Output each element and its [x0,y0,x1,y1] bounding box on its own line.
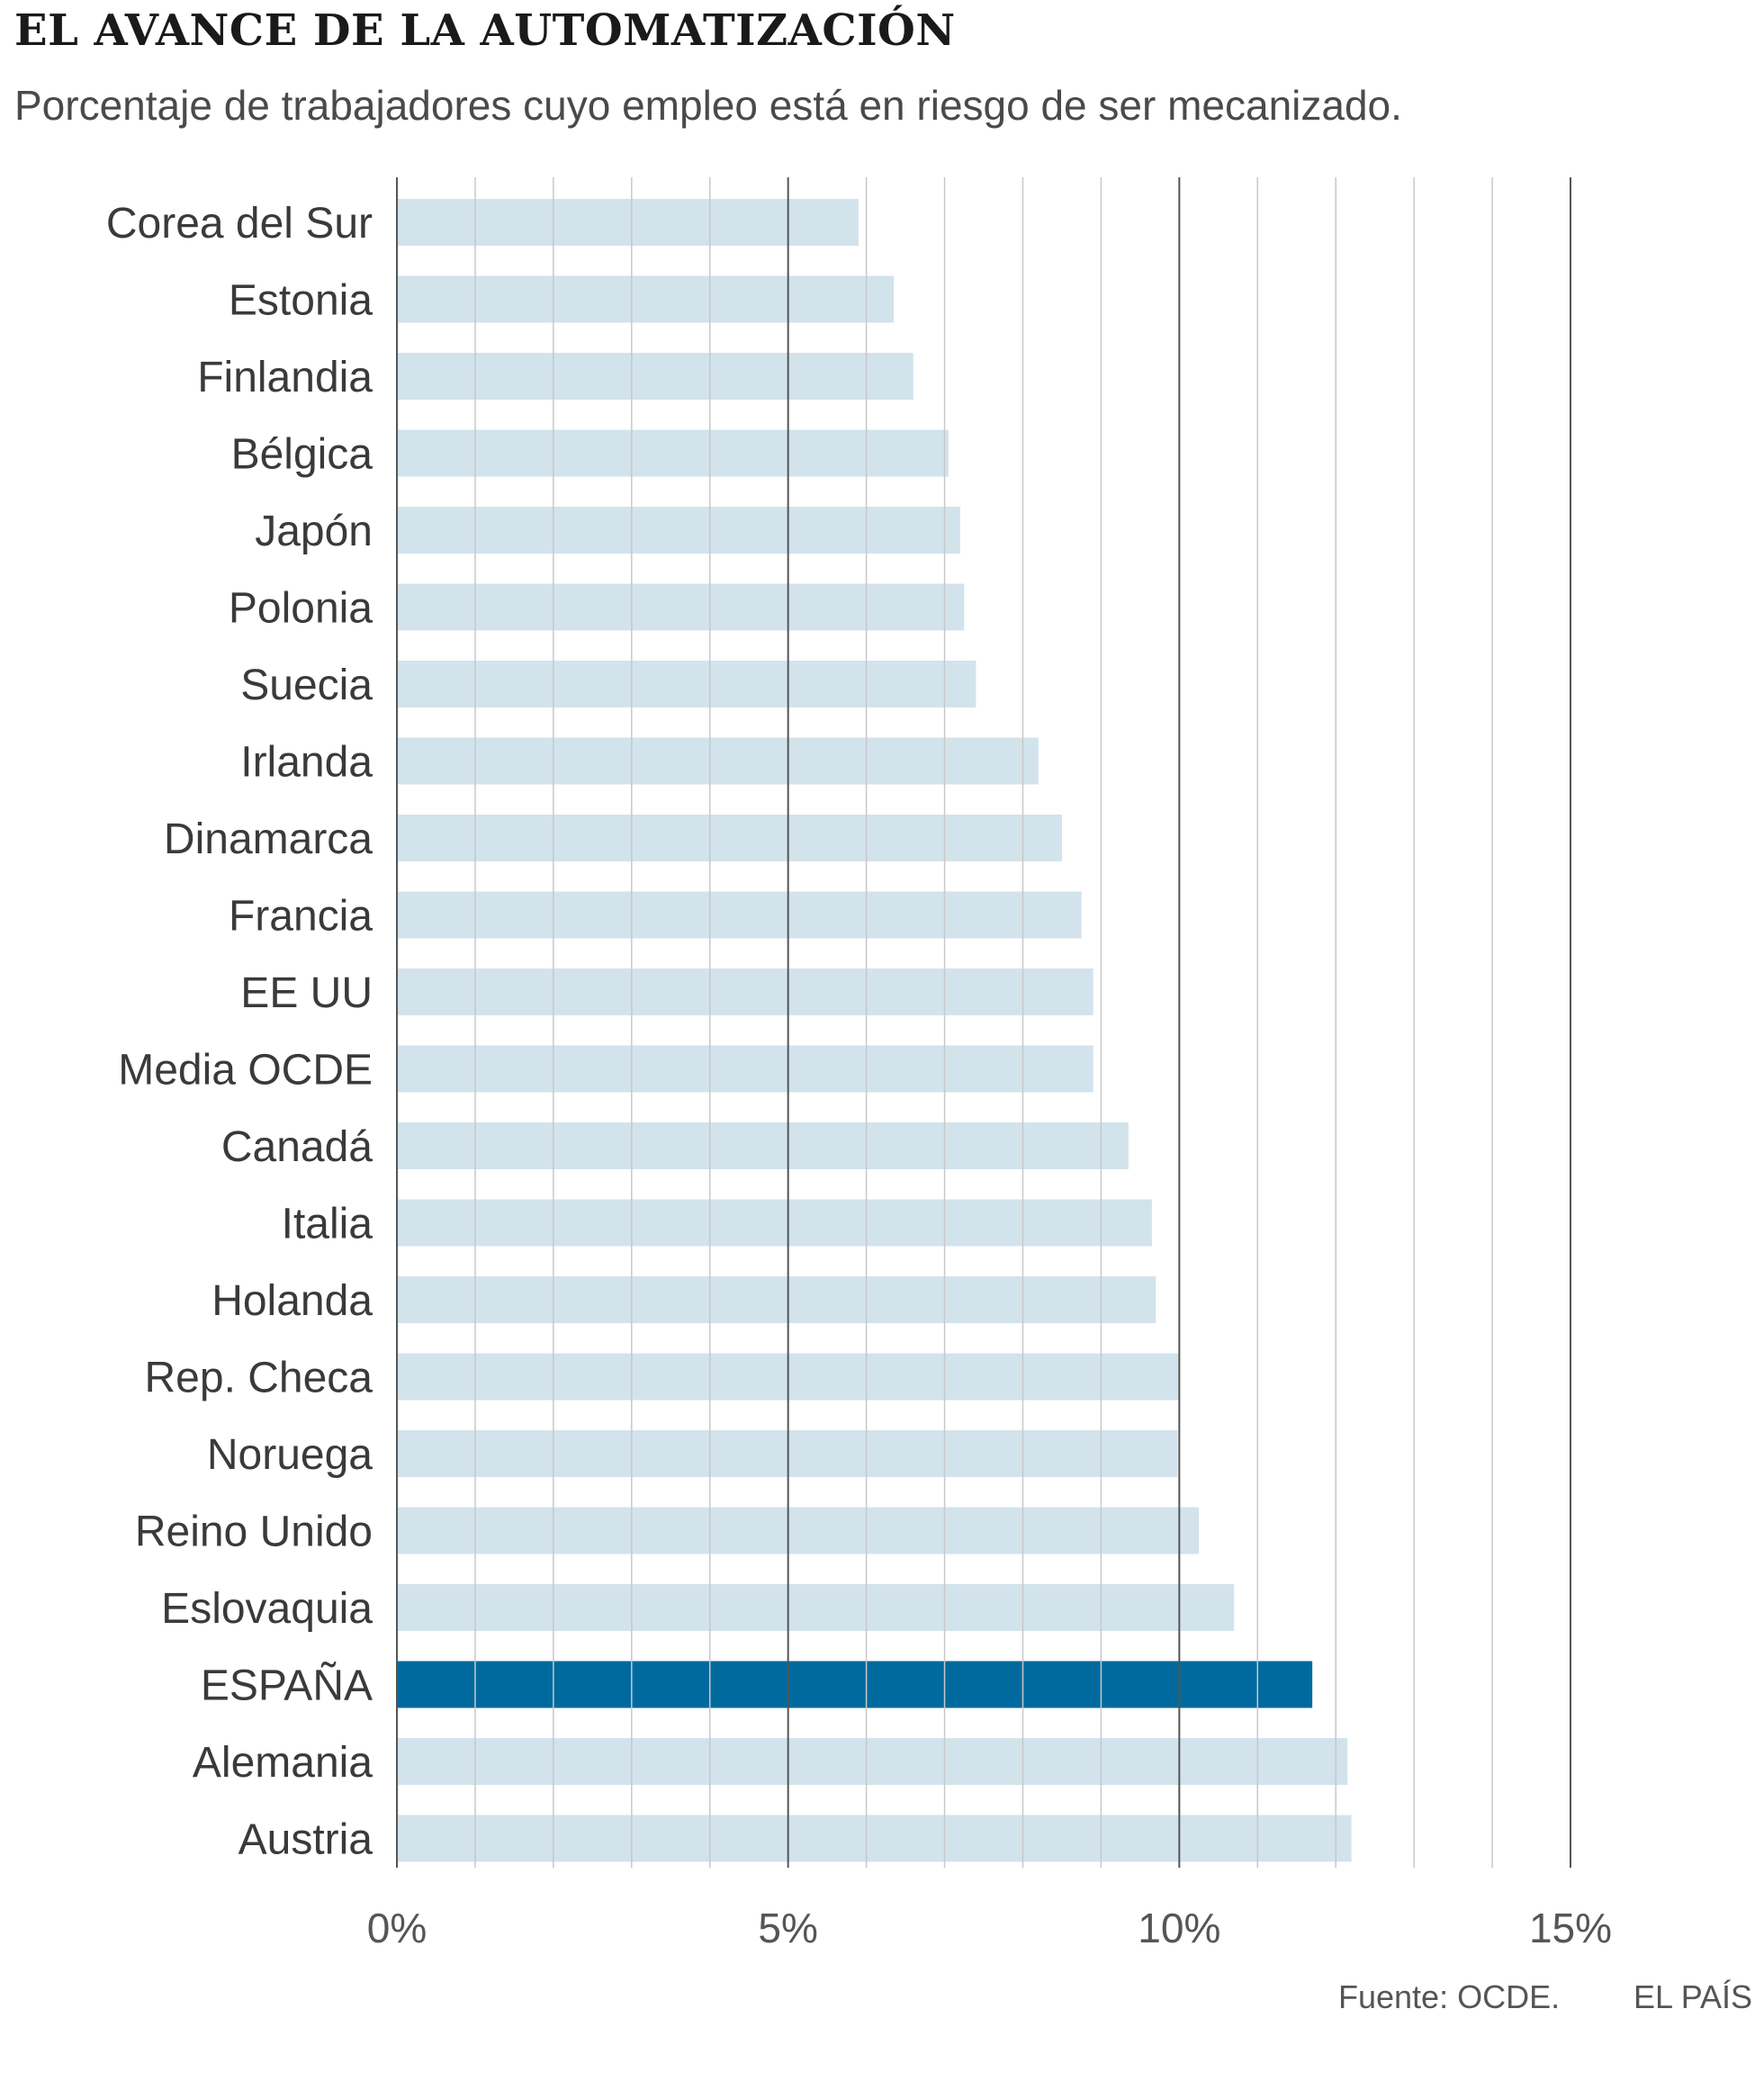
bar [397,199,859,246]
bar [397,507,960,554]
bar [397,1738,1348,1785]
category-label: Francia [229,893,373,941]
category-label: EE UU [240,969,373,1017]
bar [397,968,1094,1015]
x-tick-label: 0% [367,1905,427,1951]
source-note: Fuente: OCDE. [1338,1978,1561,2015]
category-label: Japón [255,508,373,555]
bar [397,429,949,477]
bar [397,891,1082,939]
bar [397,275,895,323]
publisher-logo: EL PAÍS [1634,1978,1753,2015]
category-label: Dinamarca [164,815,373,863]
category-label: Canadá [221,1123,373,1171]
bar [397,1045,1094,1093]
category-label: Rep. Checa [145,1355,374,1402]
bar [397,1199,1152,1247]
bar [397,583,965,631]
category-label: Eslovaquia [161,1585,373,1633]
category-label: Finlandia [197,354,373,401]
category-label: Austria [238,1816,374,1864]
bar [397,661,976,707]
bar [397,1584,1235,1631]
category-label: Irlanda [240,739,373,787]
bar [397,1276,1156,1323]
bar [397,353,914,400]
x-tick-label: 10% [1138,1905,1220,1951]
category-label: Estonia [229,277,373,325]
x-tick-label: 5% [758,1905,817,1951]
chart-title: EL AVANCE DE LA AUTOMATIZACIÓN [14,5,956,56]
bar [397,1122,1129,1169]
category-label: Noruega [207,1431,373,1479]
chart-subtitle: Porcentaje de trabajadores cuyo empleo e… [14,82,1402,129]
category-label: Media OCDE [118,1047,373,1095]
category-label: Suecia [240,662,373,709]
x-tick-label: 15% [1529,1905,1612,1951]
category-label: Holanda [212,1277,373,1325]
category-label: ESPAÑA [201,1662,373,1710]
category-label: Corea del Sur [106,200,373,248]
bar [397,1815,1352,1862]
category-label: Polonia [229,585,373,633]
bar [397,1507,1200,1554]
category-label: Reino Unido [135,1509,373,1556]
category-label: Bélgica [231,431,374,479]
bar-highlight [397,1661,1313,1708]
bar [397,815,1062,861]
bar [397,737,1039,785]
category-label: Alemania [193,1739,373,1787]
category-label: Italia [282,1201,374,1248]
